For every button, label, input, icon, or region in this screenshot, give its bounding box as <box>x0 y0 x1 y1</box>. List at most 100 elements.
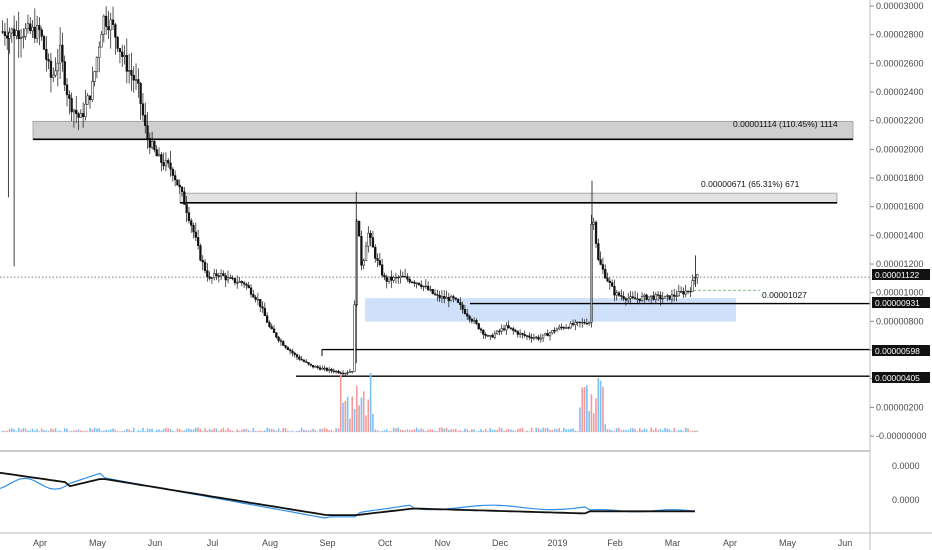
volume-bar <box>510 429 512 433</box>
x-tick-label: Aug <box>262 538 278 548</box>
volume-bar <box>461 431 464 433</box>
candle-body <box>498 330 501 333</box>
candle-body <box>454 297 457 300</box>
volume-bar <box>222 427 225 433</box>
candle-body <box>574 321 577 326</box>
volume-bar <box>634 429 636 433</box>
volume-bar <box>652 429 655 433</box>
candle-body <box>100 34 103 48</box>
volume-bar <box>137 430 140 433</box>
candle-body <box>541 334 545 339</box>
candle-body <box>144 114 147 126</box>
volume-bar <box>581 387 584 433</box>
volume-bar <box>298 430 301 433</box>
volume-bar <box>374 429 377 433</box>
volume-bar <box>514 430 517 433</box>
candle-body <box>546 333 549 337</box>
candle-body <box>449 296 453 302</box>
candle-body <box>564 327 568 329</box>
candle-body <box>104 15 108 27</box>
measure-annotation: 0.00001027 <box>762 290 807 300</box>
volume-bar <box>266 427 268 433</box>
volume-bar <box>606 429 609 433</box>
candle-body <box>599 259 602 265</box>
volume-bar <box>326 428 328 433</box>
volume-bar <box>528 431 531 433</box>
volume-bar <box>22 428 25 433</box>
candle-body <box>330 368 333 372</box>
candle-body <box>33 26 36 39</box>
indicator-axis: 0.0000 0.0000 <box>892 461 920 505</box>
candle-body <box>56 62 59 72</box>
volume-bar <box>135 431 137 433</box>
candle-body <box>560 326 563 329</box>
candle-body <box>447 296 450 302</box>
volume-bar <box>671 431 673 433</box>
volume-bar <box>109 429 112 433</box>
volume-bar <box>206 430 209 433</box>
candle-body <box>673 294 676 297</box>
volume-bar <box>526 430 528 433</box>
y-tick-label: 0.00001200 <box>876 259 924 269</box>
volume-bar <box>604 424 607 433</box>
candle-body <box>592 221 595 225</box>
x-axis: Apr May Jun Jul Aug Sep Oct Nov Dec 2019 Feb Mar Apr… <box>33 538 852 548</box>
y-tick-label: 0.00000200 <box>876 402 924 412</box>
level-931-tag: 0.00000931 <box>875 298 920 308</box>
volume-bar <box>546 427 549 433</box>
volume-bar <box>367 399 370 433</box>
indicator-slow-line <box>0 471 695 516</box>
volume-bar <box>615 428 618 433</box>
candle-body <box>123 55 126 57</box>
volume-bar <box>160 430 163 433</box>
candle-body <box>491 335 494 338</box>
y-tick-label: -0.00000000 <box>876 431 927 441</box>
y-tick-label: 0.00003000 <box>876 1 924 11</box>
volume-bar <box>629 428 632 433</box>
volume-bar <box>169 428 172 433</box>
volume-bar <box>689 431 692 433</box>
candle-body <box>226 277 230 281</box>
volume-bar <box>678 430 680 433</box>
candle-body <box>279 340 283 342</box>
x-tick-label: Apr <box>33 538 47 548</box>
volume-bar <box>70 430 73 433</box>
volume-bar <box>627 430 630 433</box>
candle-body <box>401 275 404 278</box>
candle-body <box>624 298 628 301</box>
candle-body <box>298 356 301 360</box>
candle-body <box>558 326 561 330</box>
volume-bar <box>6 430 9 433</box>
volume-bar <box>650 427 653 433</box>
candle-body <box>385 276 388 282</box>
x-tick-label: Feb <box>607 538 623 548</box>
candle-body <box>489 335 492 337</box>
volume-bar <box>84 430 87 433</box>
candle-body <box>509 327 513 329</box>
volume-bar <box>696 430 699 433</box>
candle-body <box>47 59 50 62</box>
volume-bar <box>429 429 432 433</box>
volume-bar <box>576 430 579 433</box>
candle-body <box>63 61 66 86</box>
candle-body <box>518 332 522 335</box>
candle-body <box>65 84 69 96</box>
volume-bar <box>602 386 604 433</box>
candle-body <box>17 30 20 40</box>
candle-body <box>231 277 234 280</box>
candle-body <box>302 359 306 362</box>
candle-body <box>160 154 163 163</box>
candle-body <box>357 220 361 237</box>
candle-body <box>477 323 480 330</box>
volume-bar <box>319 428 321 433</box>
candle-body <box>516 331 519 335</box>
volume-bar <box>450 429 452 433</box>
volume-bar <box>149 429 151 433</box>
candle-body <box>608 280 611 283</box>
candle-body <box>638 298 641 301</box>
volume-bar <box>218 431 220 433</box>
candle-body <box>627 298 630 301</box>
candle-body <box>406 276 409 280</box>
volume-bar <box>293 431 296 433</box>
